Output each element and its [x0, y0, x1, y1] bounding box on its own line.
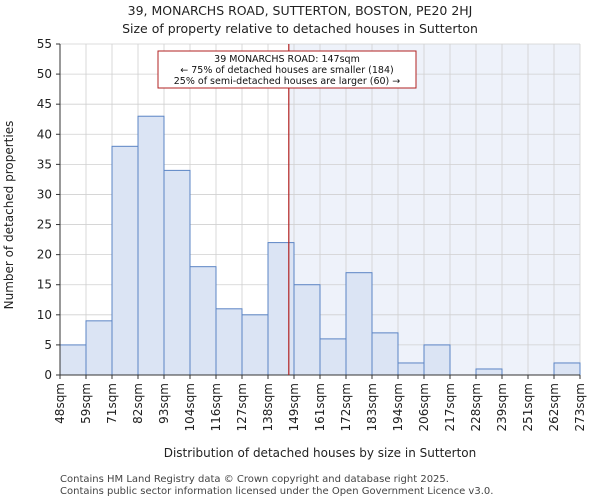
- x-tick-label: 228sqm: [469, 383, 483, 431]
- x-tick-label: 71sqm: [105, 383, 119, 424]
- chart-subtitle: Size of property relative to detached ho…: [122, 21, 478, 36]
- bar-104sqm: [189, 266, 217, 376]
- footer-line-1: Contains HM Land Registry data © Crown c…: [60, 474, 449, 485]
- x-tick-label: 48sqm: [53, 383, 67, 424]
- y-tick-label: 40: [37, 127, 52, 141]
- x-tick-label: 262sqm: [547, 383, 561, 431]
- x-tick-label: 206sqm: [417, 383, 431, 431]
- y-tick-label: 30: [37, 187, 52, 201]
- y-tick-label: 5: [44, 338, 52, 352]
- y-tick-label: 25: [37, 218, 52, 232]
- bar-206sqm: [423, 344, 451, 376]
- bar-183sqm: [371, 332, 399, 376]
- y-tick-label: 35: [37, 157, 52, 171]
- bar-161sqm: [319, 338, 347, 376]
- bar-59sqm: [85, 320, 113, 376]
- x-tick-label: 127sqm: [235, 383, 249, 431]
- y-tick-label: 55: [37, 37, 52, 51]
- larger-region-shade: [288, 44, 580, 375]
- x-tick-label: 161sqm: [313, 383, 327, 431]
- y-tick-label: 15: [37, 278, 52, 292]
- annotation-box: [157, 50, 417, 89]
- y-axis-label: Number of detached properties: [2, 121, 16, 310]
- x-tick-label: 172sqm: [339, 383, 353, 431]
- x-tick-label: 183sqm: [365, 383, 379, 431]
- chart-title: 39, MONARCHS ROAD, SUTTERTON, BOSTON, PE…: [128, 3, 473, 18]
- bar-228sqm: [475, 368, 503, 376]
- x-tick-label: 239sqm: [495, 383, 509, 431]
- y-tick-label: 50: [37, 67, 52, 81]
- annotation-line-2: ← 75% of detached houses are smaller (18…: [180, 65, 393, 76]
- x-tick-label: 104sqm: [183, 383, 197, 431]
- x-tick-label: 194sqm: [391, 383, 405, 431]
- y-tick-label: 20: [37, 248, 52, 262]
- bar-138sqm: [267, 242, 295, 376]
- x-tick-label: 82sqm: [131, 383, 145, 424]
- x-tick-label: 149sqm: [287, 383, 301, 431]
- x-tick-label: 251sqm: [521, 383, 535, 431]
- x-axis-label: Distribution of detached houses by size …: [164, 446, 477, 460]
- bar-149sqm: [293, 284, 321, 376]
- bar-71sqm: [111, 145, 139, 376]
- y-tick-label: 45: [37, 97, 52, 111]
- y-tick-label: 10: [37, 308, 52, 322]
- x-tick-label: 273sqm: [573, 383, 587, 431]
- bar-82sqm: [137, 115, 165, 376]
- bar-262sqm: [553, 362, 581, 376]
- bar-127sqm: [241, 314, 269, 376]
- bar-172sqm: [345, 272, 373, 376]
- x-tick-label: 116sqm: [209, 383, 223, 431]
- y-tick-label: 0: [44, 368, 52, 382]
- x-tick-label: 93sqm: [157, 383, 171, 424]
- bar-48sqm: [59, 344, 87, 376]
- annotation-line-1: 39 MONARCHS ROAD: 147sqm: [214, 54, 360, 65]
- plot-area: 0 5 10 15 20 25 30 35 40 45 50 55 48sqm 59sqm 71sqm 82s…: [37, 37, 587, 431]
- footer-line-2: Contains public sector information licen…: [60, 486, 493, 497]
- x-tick-label: 138sqm: [261, 383, 275, 431]
- annotation-line-3: 25% of semi-detached houses are larger (…: [174, 76, 401, 87]
- x-tick-label: 59sqm: [79, 383, 93, 424]
- bar-116sqm: [215, 308, 243, 376]
- bar-93sqm: [163, 169, 191, 376]
- x-tick-label: 217sqm: [443, 383, 457, 431]
- bar-194sqm: [397, 362, 425, 376]
